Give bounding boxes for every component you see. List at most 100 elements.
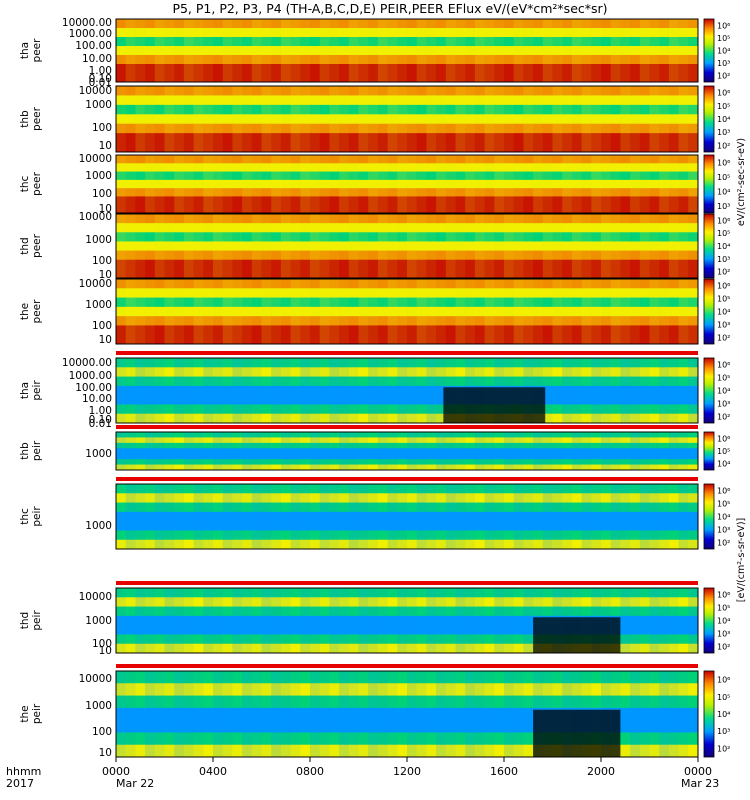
panel-frame <box>115 587 699 654</box>
spectrogram-column <box>639 432 650 470</box>
spectrogram-column <box>484 671 495 757</box>
spectrogram-column <box>562 358 572 423</box>
spectrogram-column <box>377 588 388 653</box>
spectrogram-column <box>523 588 534 653</box>
spectrogram-column <box>348 671 359 757</box>
spectrogram-column <box>475 279 485 344</box>
spectrogram-column <box>436 19 446 82</box>
spectrogram-column <box>542 358 553 423</box>
spectrogram-column <box>261 484 272 549</box>
spectrogram-column <box>368 358 378 423</box>
spectrogram-column <box>620 432 631 470</box>
spectrogram-column <box>368 588 378 653</box>
spectrogram-column <box>348 484 359 549</box>
y-tick-label: 1000 <box>85 299 112 311</box>
y-tick-label: 10 <box>99 645 112 657</box>
spectrogram-column <box>571 432 582 470</box>
spectrogram-band <box>116 615 698 626</box>
spectrogram-column <box>445 19 456 82</box>
spectrogram-column <box>552 86 563 152</box>
spectrogram-column <box>368 86 378 152</box>
spectrogram-column <box>125 484 136 549</box>
spectrogram-column <box>416 358 427 423</box>
spectrogram-column <box>183 214 194 278</box>
spectrogram-column <box>329 671 339 757</box>
spectrogram-column <box>377 86 388 152</box>
spectrogram-column <box>232 19 243 82</box>
spectrogram-column <box>659 671 669 757</box>
y-tick-label: 10000 <box>79 153 112 165</box>
y-tick-label: 1000 <box>85 234 112 246</box>
spectrogram-column <box>116 358 126 423</box>
spectrogram-column <box>193 484 204 549</box>
spectrogram-column <box>601 358 611 423</box>
spectrogram-column <box>319 358 330 423</box>
spectrogram-column <box>174 214 184 278</box>
spectrogram-column <box>620 86 631 152</box>
spectrogram-column <box>562 214 572 278</box>
spectrogram-column <box>688 484 698 549</box>
panel-frame <box>115 431 699 471</box>
spectrogram-column <box>523 432 534 470</box>
y-tick-label: 10000.00 <box>62 357 112 369</box>
spectrogram-column <box>445 484 456 549</box>
spectrogram-column <box>630 155 640 213</box>
spectrogram-column <box>649 671 660 757</box>
spectrogram-column <box>426 484 437 549</box>
spectrogram-column <box>145 19 155 82</box>
spectrogram-column <box>639 155 650 213</box>
spectrogram-column <box>135 358 146 423</box>
spectrogram-column <box>310 279 320 344</box>
spectrogram-column <box>533 432 543 470</box>
y-tick-label: 10000 <box>79 673 112 685</box>
spectrogram-column <box>630 358 640 423</box>
spectrogram-column <box>387 432 398 470</box>
spectrogram-band <box>116 306 698 317</box>
species-label: peer <box>31 38 43 63</box>
spectrogram-column <box>174 86 184 152</box>
spectrogram-column <box>300 432 310 470</box>
spectrogram-column <box>154 358 165 423</box>
spectrogram-column <box>261 19 272 82</box>
spectrogram-column <box>533 19 543 82</box>
y-tick-label: 10.00 <box>82 393 112 405</box>
spectrogram-column <box>125 671 136 757</box>
spectrogram-band <box>116 437 698 444</box>
spectrogram-column <box>465 279 475 344</box>
species-label: peir <box>31 610 43 631</box>
spectrogram-column <box>601 214 611 278</box>
panel-frame <box>115 18 699 83</box>
spectrogram-column <box>678 214 689 278</box>
spectrogram-column <box>494 432 504 470</box>
colorbar-title-peir: [eV/(cm²-s-sr-eV)] <box>736 518 747 602</box>
spectrogram-column <box>494 86 504 152</box>
spectrogram-column <box>523 19 534 82</box>
spectrogram-column <box>387 214 398 278</box>
spectrogram-column <box>387 86 398 152</box>
colorbar-tick-label: 10⁴ <box>717 710 730 719</box>
spectrogram-column <box>280 432 291 470</box>
spectrogram-column <box>126 588 136 653</box>
colorbar-tick-label: 10⁴ <box>717 387 730 396</box>
spectrogram-column <box>319 279 330 344</box>
spectrogram-column <box>183 588 194 653</box>
spectrogram-column <box>145 432 155 470</box>
spectrogram-column <box>213 588 223 653</box>
spectrogram-column <box>678 671 689 757</box>
spectrogram-column <box>164 588 175 653</box>
x-tick-label: 0000 <box>102 765 130 778</box>
spectrogram-column <box>203 484 213 549</box>
spectrogram-column <box>154 155 165 213</box>
spectrogram-column <box>300 86 310 152</box>
dense-plasma-region <box>533 617 621 653</box>
spectrogram-column <box>203 358 213 423</box>
panel-frame <box>115 357 699 424</box>
spectrogram-column <box>300 19 310 82</box>
quality-flag-bar <box>116 664 698 668</box>
spectrogram-column <box>494 19 504 82</box>
colorbar-tick-label: 10³ <box>717 400 730 409</box>
spectrogram-column <box>513 214 524 278</box>
panel-thc-peir: 1000 thc peir 10² 10³ 10⁴ 10⁵ 10⁶ <box>19 477 730 550</box>
spectrogram-column <box>329 214 340 278</box>
spectrogram-column <box>387 155 398 213</box>
